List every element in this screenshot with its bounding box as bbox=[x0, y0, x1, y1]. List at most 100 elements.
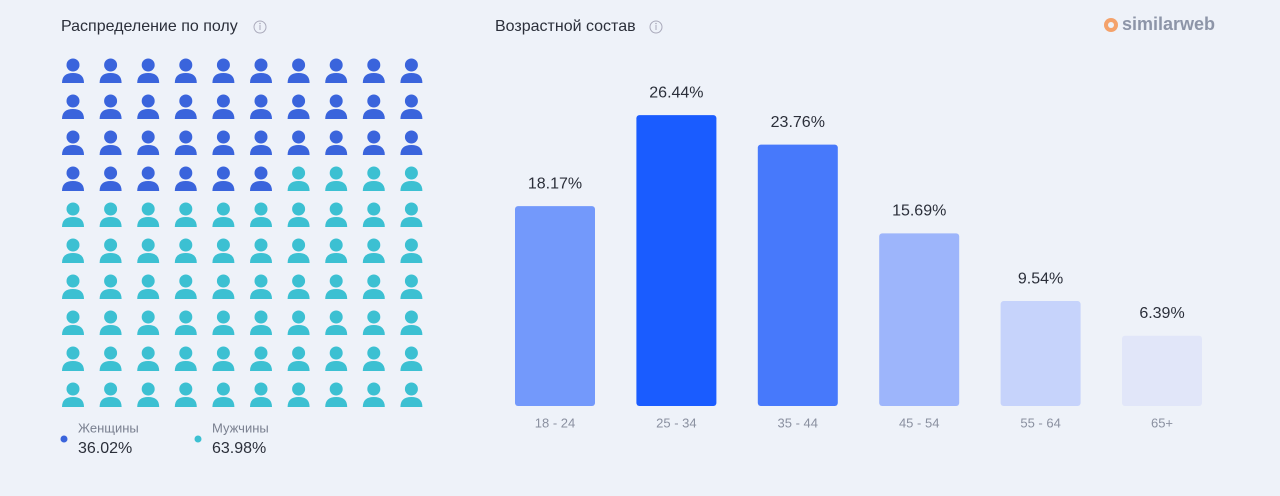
icon-head bbox=[141, 238, 155, 252]
icon-body bbox=[137, 73, 160, 83]
icon-body bbox=[137, 109, 160, 119]
icon-body bbox=[325, 253, 348, 263]
person-icon bbox=[62, 382, 84, 407]
icon-head bbox=[329, 166, 343, 180]
icon-head bbox=[216, 274, 230, 288]
icon-body bbox=[400, 397, 423, 407]
icon-body bbox=[362, 325, 385, 335]
person-icon bbox=[400, 382, 423, 407]
icon-head bbox=[141, 310, 155, 324]
icon-body bbox=[287, 109, 310, 119]
icon-head bbox=[216, 166, 230, 180]
person-icon bbox=[250, 310, 272, 335]
person-icon bbox=[400, 238, 423, 263]
icon-head bbox=[292, 166, 306, 180]
person-icon bbox=[250, 58, 272, 83]
icon-body bbox=[362, 109, 385, 119]
icon-head bbox=[141, 202, 155, 216]
person-icon bbox=[362, 94, 385, 119]
icon-body bbox=[174, 361, 197, 371]
icon-body bbox=[174, 253, 197, 263]
person-icon bbox=[287, 238, 310, 263]
icon-body bbox=[325, 325, 348, 335]
person-icon bbox=[174, 166, 197, 191]
icon-body bbox=[212, 253, 235, 263]
person-icon bbox=[174, 310, 197, 335]
icon-head bbox=[216, 346, 230, 360]
icon-head bbox=[292, 94, 306, 108]
icon-head bbox=[292, 310, 306, 324]
icon-body bbox=[99, 397, 122, 407]
person-icon bbox=[137, 202, 160, 227]
icon-body bbox=[287, 217, 310, 227]
icon-head bbox=[66, 202, 80, 216]
icon-body bbox=[174, 181, 197, 191]
person-icon bbox=[99, 202, 122, 227]
person-icon bbox=[212, 94, 235, 119]
person-icon bbox=[174, 382, 197, 407]
icon-head bbox=[367, 346, 381, 360]
person-icon bbox=[362, 58, 385, 83]
icon-body bbox=[137, 145, 160, 155]
value-label: 6.39% bbox=[1139, 305, 1184, 322]
person-icon bbox=[62, 274, 84, 299]
value-label: 15.69% bbox=[892, 203, 946, 220]
person-icon bbox=[137, 274, 160, 299]
icon-body bbox=[62, 253, 84, 263]
icon-head bbox=[179, 58, 193, 72]
person-icon bbox=[400, 166, 423, 191]
x-tick-label: 45 - 54 bbox=[899, 415, 939, 430]
person-icon bbox=[62, 346, 84, 371]
icon-body bbox=[400, 289, 423, 299]
icon-head bbox=[254, 346, 268, 360]
icon-body bbox=[250, 289, 272, 299]
icon-body bbox=[99, 361, 122, 371]
icon-head bbox=[104, 310, 118, 324]
icon-body bbox=[250, 253, 272, 263]
person-icon bbox=[212, 346, 235, 371]
icon-head bbox=[367, 202, 381, 216]
icon-head bbox=[404, 310, 418, 324]
person-icon bbox=[62, 202, 84, 227]
icon-body bbox=[137, 217, 160, 227]
icon-head bbox=[254, 166, 268, 180]
icon-body bbox=[362, 397, 385, 407]
person-icon bbox=[287, 382, 310, 407]
person-icon bbox=[287, 310, 310, 335]
icon-body bbox=[99, 217, 122, 227]
person-icon bbox=[325, 274, 348, 299]
icon-head bbox=[292, 274, 306, 288]
icon-body bbox=[362, 217, 385, 227]
icon-body bbox=[325, 145, 348, 155]
info-icon bbox=[649, 20, 663, 34]
value-label: 9.54% bbox=[1018, 270, 1063, 287]
icon-head bbox=[292, 382, 306, 396]
icon-head bbox=[404, 238, 418, 252]
icon-body bbox=[212, 145, 235, 155]
icon-body bbox=[400, 361, 423, 371]
icon-head bbox=[367, 274, 381, 288]
icon-body bbox=[137, 253, 160, 263]
logo: similarweb bbox=[1122, 14, 1215, 34]
person-icon bbox=[137, 238, 160, 263]
person-icon bbox=[250, 202, 272, 227]
person-icon bbox=[212, 382, 235, 407]
icon-body bbox=[287, 145, 310, 155]
icon-head bbox=[216, 238, 230, 252]
icon-body bbox=[212, 397, 235, 407]
person-icon bbox=[325, 130, 348, 155]
icon-head bbox=[179, 94, 193, 108]
icon-head bbox=[216, 310, 230, 324]
legend-label: Мужчины bbox=[212, 420, 269, 435]
icon-body bbox=[212, 361, 235, 371]
icon-body bbox=[137, 325, 160, 335]
person-icon bbox=[212, 274, 235, 299]
icon-head bbox=[216, 202, 230, 216]
person-icon bbox=[250, 346, 272, 371]
icon-body bbox=[325, 361, 348, 371]
person-icon bbox=[99, 346, 122, 371]
person-icon bbox=[325, 238, 348, 263]
icon-body bbox=[212, 289, 235, 299]
person-icon bbox=[325, 346, 348, 371]
person-icon bbox=[174, 346, 197, 371]
